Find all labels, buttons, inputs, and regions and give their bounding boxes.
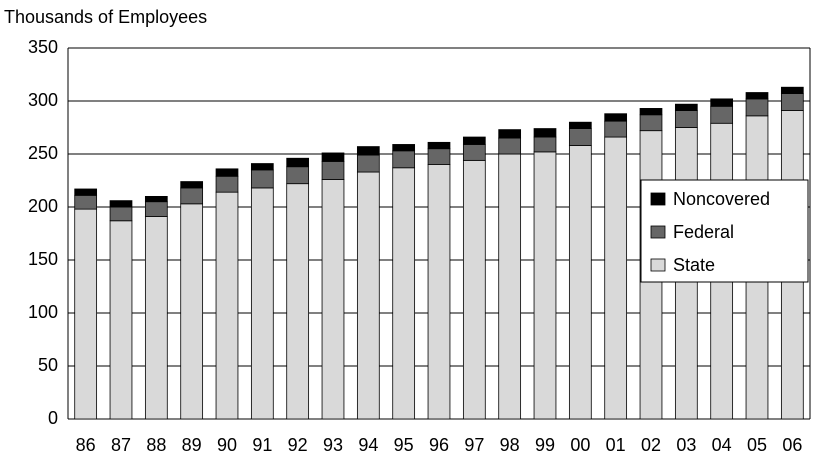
x-tick-label: 91 <box>252 435 272 455</box>
bar-segment <box>604 136 628 420</box>
x-tick-label: 88 <box>146 435 166 455</box>
bar-segment <box>180 203 204 420</box>
bar-segment <box>462 144 486 161</box>
bar-segment <box>321 179 345 420</box>
bar-segment <box>604 113 628 122</box>
legend-label: Federal <box>673 222 734 242</box>
bar-segment <box>180 181 204 189</box>
x-tick-label: 98 <box>500 435 520 455</box>
bar-segment <box>74 194 98 210</box>
bar-segment <box>321 152 345 162</box>
bar-segment <box>533 128 557 138</box>
legend-box <box>640 179 809 283</box>
bar-segment <box>286 157 310 168</box>
bar-segment <box>356 171 380 420</box>
x-tick-label: 92 <box>288 435 308 455</box>
legend-swatch <box>650 192 666 206</box>
bar-segment <box>109 206 133 222</box>
bar-segment <box>392 144 416 152</box>
bar-segment <box>710 98 734 107</box>
bar-segment <box>144 195 168 203</box>
bar-segment <box>180 187 204 205</box>
bar-segment <box>462 136 486 145</box>
bar-segment <box>356 146 380 156</box>
x-tick-label: 97 <box>464 435 484 455</box>
bar-segment <box>568 128 592 146</box>
bar-segment <box>745 98 769 117</box>
bar-segment <box>533 151 557 420</box>
y-tick-label: 300 <box>28 90 58 110</box>
bar-segment <box>215 168 239 177</box>
y-tick-label: 150 <box>28 249 58 269</box>
bar-segment <box>215 191 239 420</box>
bar-segment <box>674 103 698 111</box>
bar-segment <box>109 220 133 420</box>
x-tick-label: 05 <box>747 435 767 455</box>
bar-segment <box>144 216 168 420</box>
bar-segment <box>250 163 274 171</box>
bar-segment <box>674 110 698 128</box>
bar-segment <box>286 166 310 185</box>
bar-segment <box>780 93 804 111</box>
bar-segment <box>392 167 416 420</box>
bar-segment <box>392 150 416 169</box>
x-tick-label: 96 <box>429 435 449 455</box>
x-tick-label: 90 <box>217 435 237 455</box>
bar-segment <box>356 154 380 173</box>
legend-swatch <box>650 258 666 272</box>
bar-segment <box>74 188 98 196</box>
y-tick-label: 0 <box>48 408 58 428</box>
bar-segment <box>250 169 274 189</box>
y-tick-label: 50 <box>38 355 58 375</box>
y-tick-label: 200 <box>28 196 58 216</box>
bar-segment <box>498 129 522 139</box>
bar-segment <box>498 137 522 155</box>
x-tick-label: 00 <box>570 435 590 455</box>
x-tick-label: 04 <box>712 435 732 455</box>
bar-segment <box>745 92 769 100</box>
x-tick-label: 93 <box>323 435 343 455</box>
bar-segment <box>604 120 628 138</box>
bar-segment <box>321 161 345 180</box>
y-tick-label: 250 <box>28 143 58 163</box>
x-tick-label: 06 <box>782 435 802 455</box>
bar-segment <box>215 175 239 193</box>
bar-segment <box>286 183 310 420</box>
bar-segment <box>568 145 592 420</box>
bar-segment <box>250 187 274 420</box>
bar-segment <box>780 86 804 94</box>
bar-segment <box>462 159 486 420</box>
bar-segment <box>144 201 168 217</box>
bar-segment <box>427 141 451 150</box>
bar-segment <box>533 136 557 153</box>
legend-label: Noncovered <box>673 189 770 209</box>
bar-segment <box>639 114 663 132</box>
bar-segment <box>710 105 734 124</box>
x-tick-label: 94 <box>358 435 378 455</box>
x-tick-label: 89 <box>182 435 202 455</box>
bar-segment <box>639 108 663 116</box>
legend-label: State <box>673 255 715 275</box>
bar-segment <box>109 200 133 208</box>
legend-swatch <box>650 225 666 239</box>
x-tick-label: 02 <box>641 435 661 455</box>
bar-segment <box>74 208 98 420</box>
x-tick-label: 03 <box>676 435 696 455</box>
x-tick-label: 87 <box>111 435 131 455</box>
y-tick-label: 350 <box>28 37 58 57</box>
bar-segment <box>427 148 451 165</box>
x-tick-label: 86 <box>76 435 96 455</box>
bar-segment <box>427 164 451 420</box>
x-tick-label: 01 <box>606 435 626 455</box>
bar-segment <box>568 121 592 129</box>
y-tick-label: 100 <box>28 302 58 322</box>
x-tick-label: 99 <box>535 435 555 455</box>
y-axis-title: Thousands of Employees <box>4 7 207 27</box>
x-tick-label: 95 <box>394 435 414 455</box>
bar-segment <box>498 153 522 420</box>
